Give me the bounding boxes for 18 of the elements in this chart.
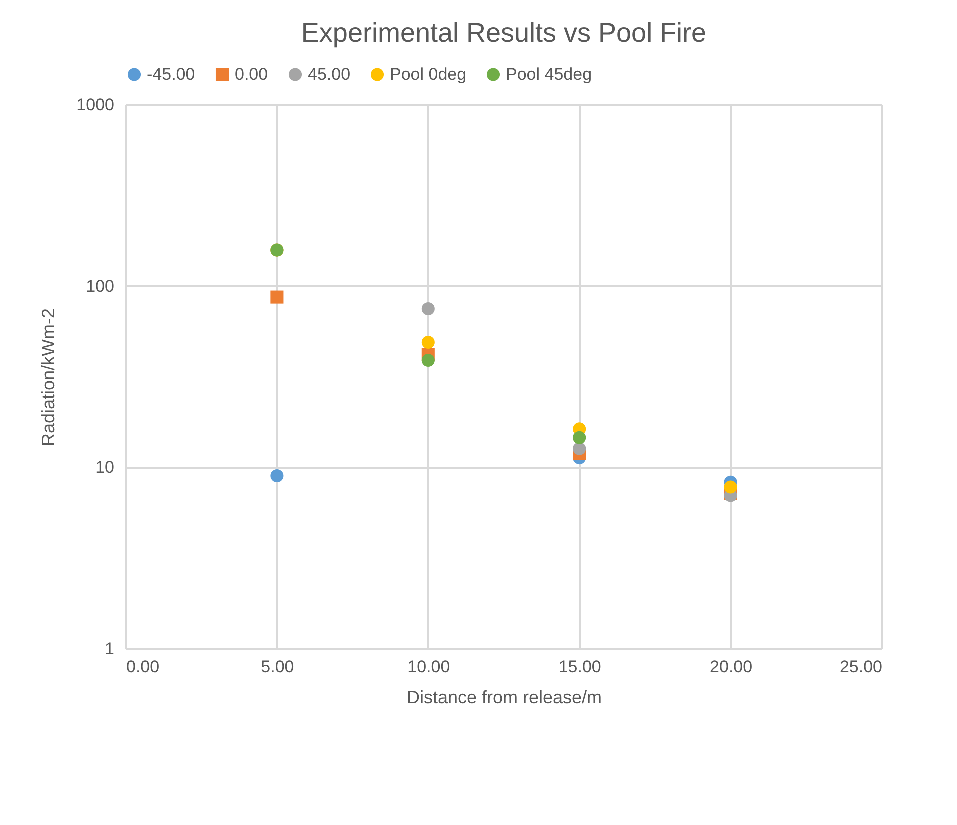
y-tick-label: 10 [96,458,114,478]
y-tick-label: 100 [86,276,114,296]
y-tick-label: 1000 [76,96,114,114]
x-tick-label: 10.00 [408,658,450,676]
x-axis-title: Distance from release/m [406,688,602,708]
legend-label: 0.00 [235,64,268,84]
x-tick-label: 25.00 [840,658,882,676]
x-tick-label: 0.00 [126,658,160,676]
x-tick-label: 5.00 [261,658,294,676]
legend-label: 45.00 [308,64,351,84]
chart-title: Experimental Results vs Pool Fire [301,18,707,48]
x-tick-label: 15.00 [558,658,602,676]
y-axis-title: Radiation/kWm-2 [38,308,59,447]
legend-label: -45.00 [147,64,196,84]
legend-label: Pool 45deg [506,64,592,84]
y-tick-label: 1 [105,640,114,658]
x-tick-label: 20.00 [710,658,753,676]
legend-label: Pool 0deg [390,64,467,84]
